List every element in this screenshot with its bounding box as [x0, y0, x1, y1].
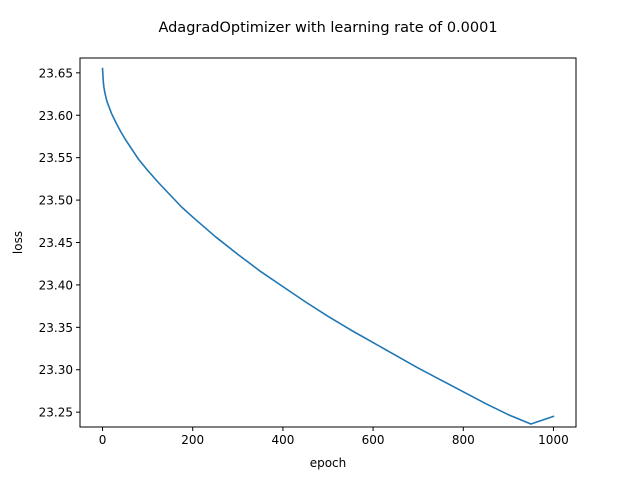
y-tick-label: 23.30: [39, 363, 73, 377]
x-tick-label: 400: [271, 433, 294, 447]
plot-area: [101, 67, 555, 425]
y-axis: 23.25 23.30 23.35 23.40 23.45 23.50 23.55 23.60…: [39, 66, 80, 420]
x-axis-label: epoch: [310, 456, 347, 470]
y-tick-label: 23.25: [39, 406, 73, 420]
x-tick-label: 1000: [538, 433, 569, 447]
x-tick-label: 200: [181, 433, 204, 447]
chart-title: AdagradOptimizer with learning rate of 0…: [158, 20, 497, 36]
x-axis: 0 200 400 600 800 1000: [99, 427, 569, 447]
x-tick-label: 800: [452, 433, 475, 447]
y-tick-label: 23.45: [39, 236, 73, 250]
y-axis-label: loss: [11, 231, 25, 254]
y-tick-label: 23.60: [39, 109, 73, 123]
y-tick-label: 23.55: [39, 151, 73, 165]
loss-line: [101, 67, 555, 425]
y-tick-label: 23.40: [39, 278, 73, 292]
y-tick-label: 23.65: [39, 66, 73, 80]
x-tick-label: 600: [362, 433, 385, 447]
y-tick-label: 23.50: [39, 194, 73, 208]
x-tick-label: 0: [99, 433, 107, 447]
y-tick-label: 23.35: [39, 321, 73, 335]
